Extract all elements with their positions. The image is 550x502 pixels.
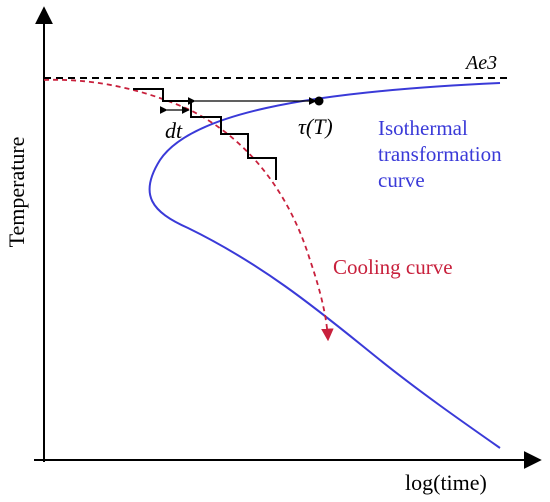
dt-label: dt xyxy=(165,118,183,143)
cooling-curve xyxy=(43,78,334,342)
x-axis-label: log(time) xyxy=(405,470,487,495)
isothermal-label-line2: transformation xyxy=(378,142,502,166)
y-axis-label: Temperature xyxy=(4,137,29,248)
tau-label: τ(T) xyxy=(298,114,333,139)
ae3-label: Ae3 xyxy=(464,52,497,74)
staircase-approximation xyxy=(133,88,277,180)
cooling-curve-label: Cooling curve xyxy=(333,255,453,279)
isothermal-transformation-curve xyxy=(148,82,501,449)
isothermal-label-line3: curve xyxy=(378,168,425,192)
isothermal-label-line1: Isothermal xyxy=(378,116,468,140)
tau-point xyxy=(314,96,324,106)
